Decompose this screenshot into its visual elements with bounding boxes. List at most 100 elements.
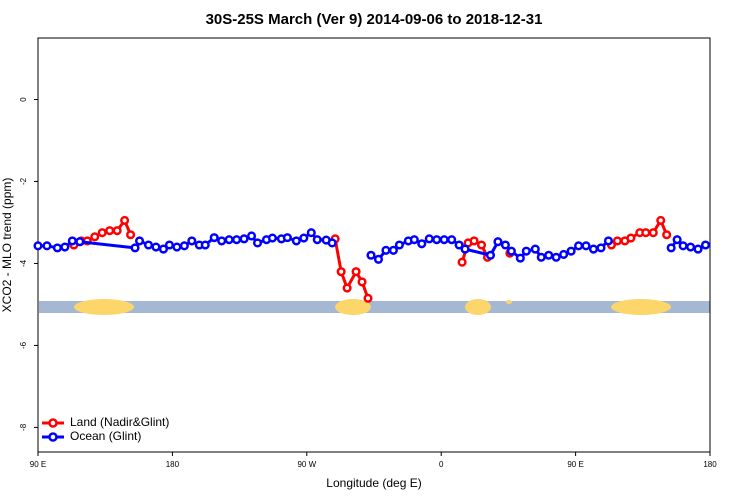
point <box>267 233 278 243</box>
point <box>454 240 464 250</box>
point <box>373 254 384 264</box>
x-tick-label: 0 <box>439 460 444 469</box>
point <box>506 246 516 256</box>
point <box>75 237 85 247</box>
point <box>566 246 576 256</box>
point <box>187 236 197 246</box>
legend-marker <box>48 432 58 442</box>
point <box>299 233 309 243</box>
point <box>381 245 391 255</box>
point <box>130 243 140 253</box>
point <box>336 267 346 277</box>
point <box>151 242 161 252</box>
land-band <box>611 299 671 315</box>
point <box>612 236 622 246</box>
point <box>469 236 479 246</box>
point <box>457 257 467 267</box>
x-tick-label: 180 <box>703 460 717 469</box>
legend-marker <box>48 418 58 428</box>
point <box>521 246 531 256</box>
point <box>439 235 449 245</box>
point <box>581 241 591 251</box>
point <box>417 239 427 249</box>
point <box>158 244 168 254</box>
point <box>126 230 136 240</box>
point <box>515 253 525 263</box>
point <box>672 235 682 245</box>
point <box>90 232 100 242</box>
point <box>312 235 322 245</box>
x-axis-label: Longitude (deg E) <box>326 476 421 490</box>
point <box>366 250 376 260</box>
legend-label: Land (Nadir&Glint) <box>70 415 169 429</box>
land-band <box>74 299 134 315</box>
point <box>551 252 561 262</box>
y-tick-label: -6 <box>19 341 28 349</box>
point <box>574 241 584 251</box>
point <box>42 241 52 251</box>
point <box>342 283 352 293</box>
point <box>105 226 115 236</box>
point <box>686 242 696 252</box>
x-tick-label: 90 W <box>297 460 316 469</box>
x-tick-label: 90 E <box>30 460 46 469</box>
land-band <box>465 299 491 315</box>
chart-title: 30S-25S March (Ver 9) 2014-09-06 to 2018… <box>206 11 543 28</box>
point <box>394 240 404 250</box>
point <box>217 236 227 246</box>
point <box>67 236 77 246</box>
point <box>200 240 210 250</box>
point <box>172 242 182 252</box>
point <box>666 243 676 253</box>
point <box>246 231 257 241</box>
point <box>678 241 688 251</box>
point <box>432 235 442 245</box>
point <box>291 236 301 246</box>
point <box>388 245 398 255</box>
point <box>120 215 130 225</box>
point <box>485 250 496 260</box>
x-tick-label: 180 <box>166 460 180 469</box>
point <box>143 240 154 250</box>
point <box>306 228 316 238</box>
point <box>626 233 636 243</box>
point <box>252 238 263 248</box>
point <box>476 240 487 250</box>
point <box>363 293 373 303</box>
point <box>60 242 70 252</box>
point <box>52 243 62 253</box>
y-tick-label: -8 <box>19 423 28 431</box>
point <box>700 240 711 250</box>
point <box>603 236 614 246</box>
point <box>500 240 510 250</box>
point <box>357 277 367 287</box>
point <box>33 241 43 251</box>
point <box>224 235 234 245</box>
point <box>179 241 189 251</box>
point <box>112 226 122 236</box>
land-band <box>506 300 512 304</box>
point <box>641 228 651 238</box>
point <box>544 250 554 260</box>
land-band <box>335 299 371 315</box>
x-tick-label: 90 E <box>567 460 583 469</box>
point <box>656 215 666 225</box>
y-axis-label: XCO2 - MLO trend (ppm) <box>0 178 14 313</box>
point <box>662 230 672 240</box>
point <box>134 236 145 246</box>
point <box>530 244 540 254</box>
legend: Land (Nadir&Glint)Ocean (Glint) <box>42 415 169 443</box>
point <box>232 235 242 245</box>
point <box>409 235 419 245</box>
point <box>327 238 337 248</box>
point <box>351 267 361 277</box>
point <box>588 244 599 254</box>
point <box>648 228 658 238</box>
point <box>164 240 174 250</box>
y-tick-label: -4 <box>19 259 28 267</box>
point <box>239 234 249 244</box>
y-tick-label: -2 <box>19 177 28 185</box>
point <box>493 237 503 247</box>
